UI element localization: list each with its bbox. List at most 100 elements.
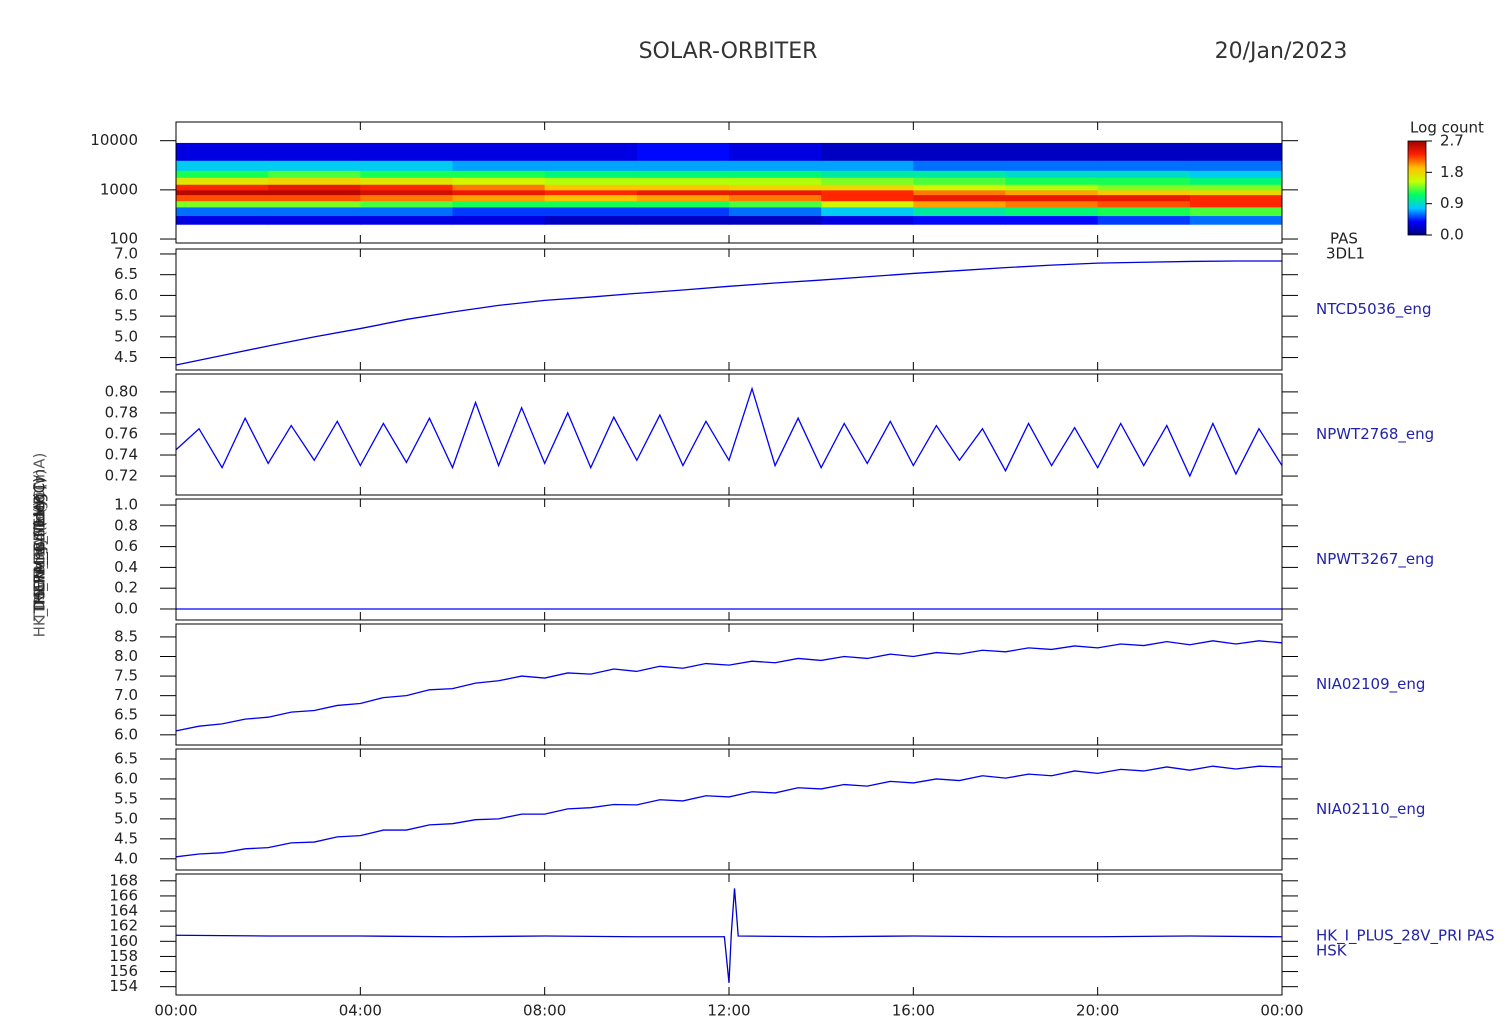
heatmap-cell xyxy=(268,170,361,178)
legend-label: HK_I_PLUS_28V_PRI PAS xyxy=(1316,927,1495,946)
heatmap-cell xyxy=(452,200,546,208)
heatmap-cell xyxy=(452,194,546,202)
heatmap-cell xyxy=(1005,194,1099,202)
y-axis-label: TDS_FPGA_TEMP (V) xyxy=(31,469,50,622)
heatmap-cell xyxy=(268,160,361,171)
heatmap-cell xyxy=(176,170,269,178)
heatmap-cell xyxy=(1005,184,1099,191)
heatmap-cell xyxy=(821,184,914,191)
heatmap-cell xyxy=(452,177,546,185)
x-tick-label: 08:00 xyxy=(523,1002,566,1020)
y-tick-label: 5.5 xyxy=(114,789,138,807)
heatmap-cell xyxy=(636,177,730,185)
y-tick-label: 160 xyxy=(109,932,138,950)
heatmap-cell xyxy=(1005,177,1099,185)
heatmap-cell xyxy=(1097,142,1191,161)
heatmap-cell xyxy=(268,177,361,185)
y-tick-label: 7.0 xyxy=(114,686,138,704)
series-line xyxy=(175,386,1283,478)
heatmap-cell xyxy=(360,215,453,225)
heatmap-cell xyxy=(268,194,361,202)
heatmap-cell xyxy=(544,142,638,161)
heatmap-cell xyxy=(360,142,453,161)
panel-frame xyxy=(175,623,1283,746)
heatmap-cell xyxy=(544,189,638,196)
heatmap-cell xyxy=(452,160,546,171)
heatmap-cell xyxy=(268,189,361,196)
heatmap-cell xyxy=(176,142,269,161)
heatmap-cell xyxy=(1097,160,1191,171)
x-tick-label: 04:00 xyxy=(339,1002,382,1020)
heatmap-cell xyxy=(729,194,822,202)
heatmap-cell xyxy=(176,160,269,171)
y-tick-label: 0.4 xyxy=(114,558,138,576)
heatmap-cell xyxy=(1097,200,1191,208)
heatmap-cell xyxy=(1005,160,1099,171)
heatmap-cell xyxy=(821,177,914,185)
heatmap-cell xyxy=(636,194,730,202)
y-tick-label: 6.5 xyxy=(114,706,138,724)
heatmap-cell xyxy=(1097,184,1191,191)
series-line xyxy=(175,888,1283,983)
y-tick-label: 6.5 xyxy=(114,749,138,767)
heatmap-cell xyxy=(360,184,453,191)
heatmap-cell xyxy=(821,194,914,202)
heatmap-cell xyxy=(1189,170,1283,178)
heatmap-cell xyxy=(1005,170,1099,178)
legend-label: NIA02110_eng xyxy=(1316,800,1425,819)
heatmap-cell xyxy=(729,160,822,171)
heatmap-cell xyxy=(452,170,546,178)
y-tick-label: 154 xyxy=(109,977,138,995)
y-axis-label: HK_IMON_PRIMLHR (mA) xyxy=(31,453,50,638)
panel-instrument: HSK xyxy=(1316,942,1348,960)
colorbar-tick-label: 1.8 xyxy=(1440,163,1464,181)
y-tick-label: 7.0 xyxy=(114,244,138,262)
y-tick-label: 156 xyxy=(109,962,138,980)
heatmap-cell xyxy=(176,200,269,208)
heatmap-cell xyxy=(544,215,638,225)
heatmap-cell xyxy=(821,200,914,208)
y-axis-label: Rx Temp (DegC) xyxy=(31,484,49,605)
heatmap-cell xyxy=(913,200,1006,208)
heatmap-cell xyxy=(1097,189,1191,196)
series-line xyxy=(175,640,1283,732)
series-line xyxy=(175,765,1283,858)
y-tick-label: 4.0 xyxy=(114,849,138,867)
heatmap-cell xyxy=(729,189,822,196)
y-tick-label: 4.5 xyxy=(114,829,138,847)
heatmap-cell xyxy=(821,160,914,171)
heatmap-cell xyxy=(176,184,269,191)
heatmap-cell xyxy=(636,200,730,208)
y-tick-label: 162 xyxy=(109,917,138,935)
heatmap-cell xyxy=(544,194,638,202)
heatmap-cell xyxy=(821,206,914,217)
heatmap-cell xyxy=(1189,160,1283,171)
panel-frame xyxy=(175,748,1283,871)
series-line xyxy=(175,260,1282,366)
y-axis-label: THERM_C4 (degC) xyxy=(31,477,50,614)
heatmap-cell xyxy=(913,184,1006,191)
x-tick-label: 16:00 xyxy=(892,1002,935,1020)
legend-label: NPWT2768_eng xyxy=(1316,425,1434,444)
y-tick-label: 0.6 xyxy=(114,537,138,555)
heatmap-cell xyxy=(1097,177,1191,185)
heatmap-cell xyxy=(1097,170,1191,178)
heatmap-cell xyxy=(268,206,361,217)
panel-instrument: 3DL1 xyxy=(1326,245,1365,263)
y-tick-label: 164 xyxy=(109,902,138,920)
y-tick-label: 100 xyxy=(109,230,138,248)
heatmap-cell xyxy=(913,177,1006,185)
heatmap-cell xyxy=(913,189,1006,196)
heatmap-cell xyxy=(360,206,453,217)
heatmap-cell xyxy=(360,170,453,178)
heatmap-cell xyxy=(1189,215,1283,225)
heatmap-cell xyxy=(268,215,361,225)
y-tick-label: 0.0 xyxy=(114,599,138,617)
heatmap-cell xyxy=(1097,194,1191,202)
heatmap-cell xyxy=(821,170,914,178)
x-tick-label: 12:00 xyxy=(707,1002,750,1020)
heatmap-cell xyxy=(1005,206,1099,217)
y-tick-label: 166 xyxy=(109,886,138,904)
heatmap-cell xyxy=(452,184,546,191)
